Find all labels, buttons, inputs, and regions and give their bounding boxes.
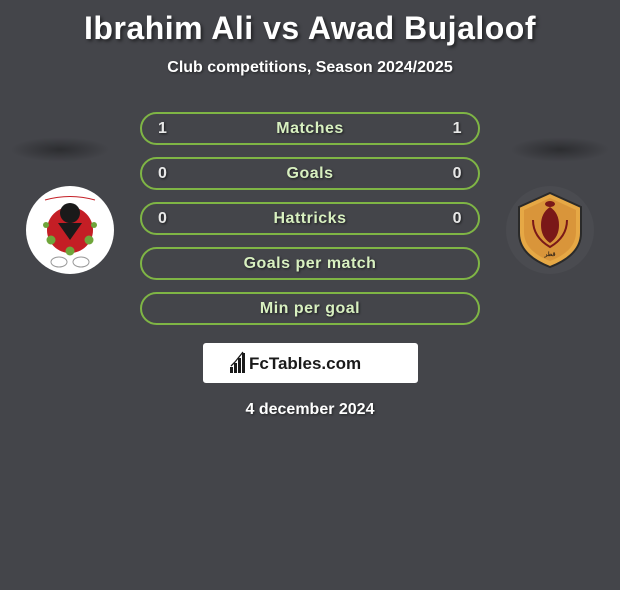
stat-label: Goals	[188, 165, 432, 183]
date-text: 4 december 2024	[0, 401, 620, 419]
svg-text:قطر: قطر	[543, 251, 555, 258]
stat-label: Hattricks	[188, 210, 432, 228]
svg-text:FcTables.com: FcTables.com	[249, 354, 361, 373]
stat-row: 0 Goals 0	[140, 157, 480, 190]
badge-shadow-left	[10, 137, 110, 162]
stat-label: Goals per match	[188, 255, 432, 273]
subtitle: Club competitions, Season 2024/2025	[0, 59, 620, 77]
team-badge-right: قطر	[505, 185, 595, 275]
stat-row: 0 Hattricks 0	[140, 202, 480, 235]
page-title: Ibrahim Ali vs Awad Bujaloof	[0, 10, 620, 47]
stat-right-value: 0	[432, 210, 462, 228]
stat-row: Min per goal	[140, 292, 480, 325]
stat-right-value: 1	[432, 120, 462, 138]
stat-left-value: 0	[158, 210, 188, 228]
stat-right-value: 0	[432, 165, 462, 183]
stat-label: Matches	[188, 120, 432, 138]
stat-left-value: 1	[158, 120, 188, 138]
badge-shadow-right	[510, 137, 610, 162]
stat-label: Min per goal	[188, 300, 432, 318]
stat-row: Goals per match	[140, 247, 480, 280]
stat-row: 1 Matches 1	[140, 112, 480, 145]
brand-logo: FcTables.com	[203, 343, 418, 383]
stat-left-value: 0	[158, 165, 188, 183]
team-badge-left	[25, 185, 115, 275]
